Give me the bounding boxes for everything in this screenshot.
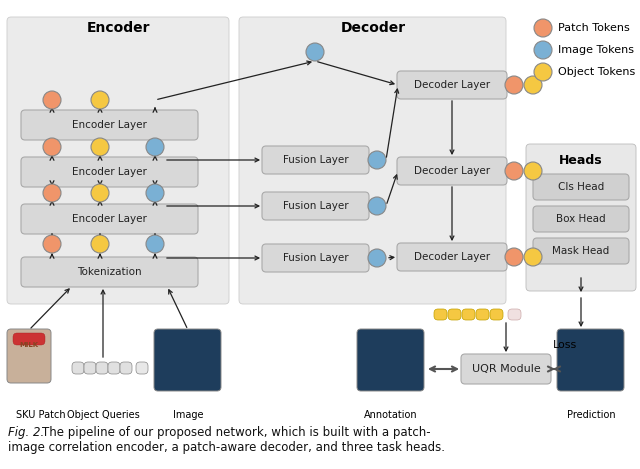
Circle shape [43,138,61,156]
FancyBboxPatch shape [154,329,221,391]
Text: UQR Module: UQR Module [472,364,540,374]
FancyBboxPatch shape [96,362,108,374]
Text: Image: Image [173,410,204,420]
FancyBboxPatch shape [533,206,629,232]
Circle shape [43,235,61,253]
FancyBboxPatch shape [526,144,636,291]
FancyBboxPatch shape [262,146,369,174]
Text: Decoder Layer: Decoder Layer [414,166,490,176]
Text: MILK: MILK [19,342,38,348]
Text: Tokenization: Tokenization [77,267,142,277]
Text: Decoder: Decoder [340,21,406,35]
Circle shape [524,248,542,266]
Text: Decoder Layer: Decoder Layer [414,252,490,262]
Circle shape [534,41,552,59]
Text: Loss: Loss [553,340,577,350]
Circle shape [505,76,523,94]
Text: Fig. 2.: Fig. 2. [8,425,44,439]
FancyBboxPatch shape [239,17,506,304]
Text: Fusion Layer: Fusion Layer [283,253,348,263]
Text: Heads: Heads [559,153,603,166]
Text: Patch Tokens: Patch Tokens [558,23,630,33]
Circle shape [146,235,164,253]
FancyBboxPatch shape [397,71,507,99]
Text: Encoder Layer: Encoder Layer [72,120,147,130]
FancyBboxPatch shape [262,192,369,220]
Circle shape [91,91,109,109]
FancyBboxPatch shape [490,309,503,320]
FancyBboxPatch shape [533,174,629,200]
FancyBboxPatch shape [508,309,521,320]
Text: Decoder Layer: Decoder Layer [414,80,490,90]
FancyBboxPatch shape [108,362,120,374]
FancyBboxPatch shape [7,329,51,383]
Circle shape [368,151,386,169]
Text: The pipeline of our proposed network, which is built with a patch-: The pipeline of our proposed network, wh… [42,425,431,439]
FancyBboxPatch shape [434,309,447,320]
Circle shape [146,138,164,156]
Text: Prediction: Prediction [566,410,615,420]
FancyBboxPatch shape [136,362,148,374]
Text: Mask Head: Mask Head [552,246,610,256]
FancyBboxPatch shape [557,329,624,391]
Text: Cls Head: Cls Head [558,182,604,192]
FancyBboxPatch shape [84,362,96,374]
FancyBboxPatch shape [397,157,507,185]
Circle shape [534,19,552,37]
FancyBboxPatch shape [462,309,475,320]
Circle shape [306,43,324,61]
Circle shape [91,235,109,253]
Circle shape [524,76,542,94]
Text: Object Queries: Object Queries [67,410,140,420]
FancyBboxPatch shape [120,362,132,374]
Circle shape [43,184,61,202]
Text: image correlation encoder, a patch-aware decoder, and three task heads.: image correlation encoder, a patch-aware… [8,440,445,454]
FancyBboxPatch shape [7,17,229,304]
FancyBboxPatch shape [21,204,198,234]
Text: Fusion Layer: Fusion Layer [283,201,348,211]
Text: Encoder: Encoder [86,21,150,35]
Circle shape [43,91,61,109]
Text: Object Tokens: Object Tokens [558,67,636,77]
Text: Annotation: Annotation [364,410,418,420]
FancyBboxPatch shape [72,362,84,374]
FancyBboxPatch shape [397,243,507,271]
Circle shape [368,197,386,215]
FancyBboxPatch shape [533,238,629,264]
Circle shape [534,63,552,81]
Text: Box Head: Box Head [556,214,606,224]
FancyBboxPatch shape [357,329,424,391]
Text: Encoder Layer: Encoder Layer [72,214,147,224]
FancyBboxPatch shape [21,257,198,287]
FancyBboxPatch shape [461,354,551,384]
Circle shape [146,184,164,202]
Text: Fusion Layer: Fusion Layer [283,155,348,165]
Circle shape [524,162,542,180]
FancyBboxPatch shape [13,333,45,345]
FancyBboxPatch shape [476,309,489,320]
Circle shape [368,249,386,267]
Circle shape [505,248,523,266]
FancyBboxPatch shape [21,157,198,187]
FancyBboxPatch shape [448,309,461,320]
Text: Encoder Layer: Encoder Layer [72,167,147,177]
FancyBboxPatch shape [262,244,369,272]
Circle shape [91,138,109,156]
FancyBboxPatch shape [21,110,198,140]
Circle shape [505,162,523,180]
Text: SKU Patch: SKU Patch [16,410,66,420]
Circle shape [91,184,109,202]
Text: Image Tokens: Image Tokens [558,45,634,55]
